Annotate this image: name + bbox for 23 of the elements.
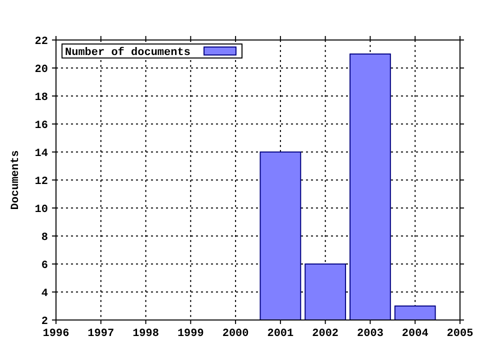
x-tick-label: 2002 bbox=[312, 328, 339, 340]
y-tick-label: 2 bbox=[41, 316, 48, 328]
x-tick-label: 1996 bbox=[42, 328, 70, 340]
y-tick-label: 12 bbox=[34, 176, 48, 188]
x-tick-label: 1997 bbox=[88, 328, 114, 340]
x-tick-label: 1998 bbox=[132, 328, 160, 340]
x-tick-label: 2003 bbox=[357, 328, 384, 340]
y-tick-label: 20 bbox=[34, 64, 48, 76]
y-tick-label: 4 bbox=[41, 288, 48, 300]
y-axis-title: Documents bbox=[10, 150, 22, 210]
x-tick-label: 2000 bbox=[222, 328, 249, 340]
y-tick-label: 22 bbox=[34, 36, 48, 48]
x-tick-label: 2005 bbox=[446, 328, 474, 340]
y-tick-label: 18 bbox=[34, 92, 48, 104]
y-tick-label: 6 bbox=[41, 260, 48, 272]
legend-label: Number of documents bbox=[65, 46, 190, 59]
y-tick-label: 10 bbox=[34, 204, 48, 216]
x-tick-label: 2004 bbox=[402, 328, 429, 340]
x-tick-label: 2001 bbox=[267, 328, 294, 340]
y-tick-label: 16 bbox=[34, 120, 48, 132]
y-tick-label: 8 bbox=[41, 232, 48, 244]
x-tick-label: 1999 bbox=[177, 328, 204, 340]
y-tick-label: 14 bbox=[34, 148, 48, 160]
